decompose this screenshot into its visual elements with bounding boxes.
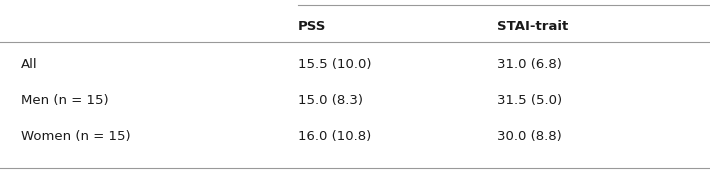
Text: STAI-trait: STAI-trait [497,20,568,33]
Text: All: All [21,57,38,71]
Text: Women (n = 15): Women (n = 15) [21,130,131,143]
Text: 15.5 (10.0): 15.5 (10.0) [298,57,372,71]
Text: Men (n = 15): Men (n = 15) [21,94,109,107]
Text: 16.0 (10.8): 16.0 (10.8) [298,130,371,143]
Text: 31.0 (6.8): 31.0 (6.8) [497,57,562,71]
Text: 31.5 (5.0): 31.5 (5.0) [497,94,562,107]
Text: 30.0 (8.8): 30.0 (8.8) [497,130,562,143]
Text: PSS: PSS [298,20,327,33]
Text: 15.0 (8.3): 15.0 (8.3) [298,94,364,107]
